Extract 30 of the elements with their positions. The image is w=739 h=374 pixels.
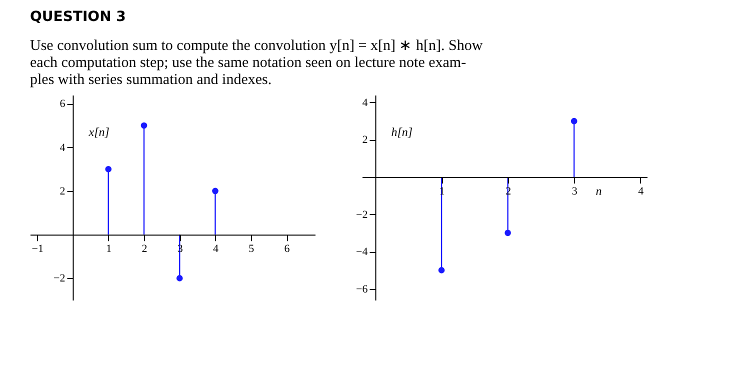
text: each computation step; use the same notation seen on lecture note exam- [30,55,466,71]
point [438,267,445,274]
x-tick-label: 3 [572,186,578,198]
point [570,118,578,124]
y-tick-label: −2 [54,272,66,285]
x-tick-label: 4 [213,243,219,256]
text: Use convolution sum to compute the convolution y[n] = x[n] ∗ h[n]. Show [30,38,483,54]
point [176,275,183,282]
y-tick-label: 4 [362,96,368,109]
x-tick-label: 1 [106,243,112,256]
x-tick-label: 4 [638,186,644,198]
x-axis-title: n [596,184,602,198]
x-tick-label: 5 [248,243,255,256]
text: ples with series summation and indexes. [30,72,272,88]
point [105,166,112,172]
y-axis-title: h[n] [391,124,413,139]
point [212,188,218,194]
chart-title: QUESTION 3 [30,9,126,25]
x-tick-label: 6 [284,243,290,256]
point [140,122,148,129]
y-tick-label: 2 [362,134,368,146]
y-tick-label: 6 [60,98,66,110]
x-tick-label: −1 [32,243,44,256]
x-tick-label: 2 [142,243,148,256]
y-tick-label: −6 [356,283,368,296]
point [504,230,511,236]
y-tick-label: −4 [356,246,368,258]
y-axis-title: x[n] [88,124,110,139]
y-tick-label: 4 [60,142,66,154]
y-tick-label: −2 [356,208,368,221]
